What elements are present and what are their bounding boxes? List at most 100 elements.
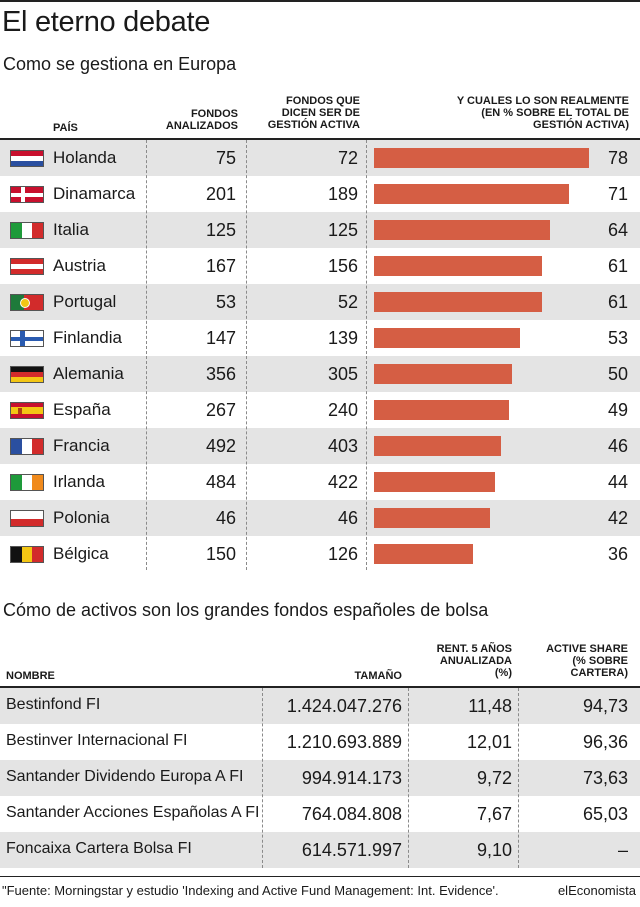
header-active-share: ACTIVE SHARE (% SOBRE CARTERA) <box>546 643 628 679</box>
fondos-analizados-value: 267 <box>205 400 236 420</box>
footer-rule <box>0 876 640 877</box>
bar <box>374 400 509 420</box>
portugal-flag-icon <box>10 294 44 311</box>
fondos-activa-value: 156 <box>327 256 358 276</box>
fondos-activa-value: 125 <box>327 220 358 240</box>
bar-value-label: 36 <box>607 544 628 564</box>
table-row: Irlanda 484 422 44 <box>0 464 640 500</box>
table-header-rule <box>0 686 640 688</box>
fondos-activa-value: 189 <box>327 184 358 204</box>
table-row: Finlandia 147 139 53 <box>0 320 640 356</box>
germany-flag-icon <box>10 366 44 383</box>
fund-size: 1.424.047.276 <box>286 696 402 716</box>
fund-return: 9,10 <box>476 840 512 860</box>
spain-flag-icon <box>10 402 44 419</box>
bar <box>374 184 570 204</box>
table-row: Santander Dividendo Europa A FI 994.914.1… <box>0 760 640 796</box>
fund-size: 614.571.997 <box>301 840 402 860</box>
fund-size: 994.914.173 <box>301 768 402 788</box>
country-name: Italia <box>53 220 89 239</box>
bar-value-label: 46 <box>607 436 628 456</box>
header-fondos-activa: FONDOS QUE DICEN SER DE GESTIÓN ACTIVA <box>267 95 360 131</box>
fund-name: Bestinver Internacional FI <box>6 732 188 749</box>
bar <box>374 544 473 564</box>
header-tamano: TAMAÑO <box>354 670 402 682</box>
country-name: Dinamarca <box>53 184 136 203</box>
bar <box>374 292 542 312</box>
country-name: Polonia <box>53 508 110 527</box>
chart-subtitle: Como se gestiona en Europa <box>3 54 237 74</box>
fund-size: 764.084.808 <box>301 804 402 824</box>
table-row: Bestinfond FI 1.424.047.276 11,48 94,73 <box>0 688 640 724</box>
column-divider <box>246 140 247 570</box>
fondos-analizados-value: 46 <box>215 508 236 528</box>
header-pais: PAÍS <box>53 122 78 134</box>
fund-return: 12,01 <box>466 732 512 752</box>
country-name: Bélgica <box>53 544 109 563</box>
country-name: Francia <box>53 436 110 455</box>
fondos-activa-value: 46 <box>337 508 358 528</box>
fund-size: 1.210.693.889 <box>286 732 402 752</box>
fund-name: Foncaixa Cartera Bolsa FI <box>6 840 192 857</box>
bar <box>374 364 512 384</box>
fund-active-share: 65,03 <box>582 804 628 824</box>
fondos-analizados-value: 75 <box>215 148 236 168</box>
bar <box>374 148 589 168</box>
column-divider <box>262 688 263 868</box>
fondos-analizados-value: 356 <box>205 364 236 384</box>
header-fondos-analizados: FONDOS ANALIZADOS <box>165 108 238 132</box>
bar-value-label: 61 <box>607 292 628 312</box>
fondos-analizados-value: 492 <box>205 436 236 456</box>
bar <box>374 220 550 240</box>
netherlands-flag-icon <box>10 150 44 167</box>
bar-value-label: 42 <box>607 508 628 528</box>
header-realmente: Y CUALES LO SON REALMENTE (EN % SOBRE EL… <box>456 95 629 131</box>
table-row: Italia 125 125 64 <box>0 212 640 248</box>
fund-active-share: 94,73 <box>582 696 628 716</box>
bar-value-label: 44 <box>607 472 628 492</box>
bar <box>374 508 490 528</box>
header-nombre: NOMBRE <box>6 670 55 682</box>
table-row: Holanda 75 72 78 <box>0 140 640 176</box>
fondos-analizados-value: 484 <box>205 472 236 492</box>
austria-flag-icon <box>10 258 44 275</box>
france-flag-icon <box>10 438 44 455</box>
poland-flag-icon <box>10 510 44 527</box>
country-name: Finlandia <box>53 328 122 347</box>
page-title: El eterno debate <box>2 6 211 38</box>
fondos-activa-value: 52 <box>337 292 358 312</box>
fondos-activa-value: 403 <box>327 436 358 456</box>
top-rule <box>0 0 640 2</box>
country-name: Alemania <box>53 364 124 383</box>
header-rule <box>0 138 640 140</box>
bar <box>374 436 501 456</box>
bar-value-label: 78 <box>607 148 628 168</box>
table-title: Cómo de activos son los grandes fondos e… <box>3 600 489 620</box>
column-divider <box>408 688 409 868</box>
fondos-activa-value: 139 <box>327 328 358 348</box>
fund-active-share: 73,63 <box>582 768 628 788</box>
fondos-activa-value: 422 <box>327 472 358 492</box>
country-name: Portugal <box>53 292 117 311</box>
belgium-flag-icon <box>10 546 44 563</box>
column-divider <box>366 140 367 570</box>
bar <box>374 256 542 276</box>
table-row: Polonia 46 46 42 <box>0 500 640 536</box>
bar <box>374 328 520 348</box>
bar <box>374 472 495 492</box>
fund-return: 7,67 <box>476 804 512 824</box>
fund-active-share: – <box>617 840 628 860</box>
table-row: Portugal 53 52 61 <box>0 284 640 320</box>
fondos-analizados-value: 167 <box>205 256 236 276</box>
country-name: Irlanda <box>53 472 105 491</box>
fund-return: 9,72 <box>476 768 512 788</box>
bar-value-label: 50 <box>607 364 628 384</box>
fondos-activa-value: 240 <box>327 400 358 420</box>
fund-active-share: 96,36 <box>582 732 628 752</box>
fondos-activa-value: 126 <box>327 544 358 564</box>
finland-flag-icon <box>10 330 44 347</box>
country-name: Holanda <box>53 148 117 167</box>
fondos-analizados-value: 150 <box>205 544 236 564</box>
table-row: Bélgica 150 126 36 <box>0 536 640 572</box>
fondos-analizados-value: 125 <box>205 220 236 240</box>
